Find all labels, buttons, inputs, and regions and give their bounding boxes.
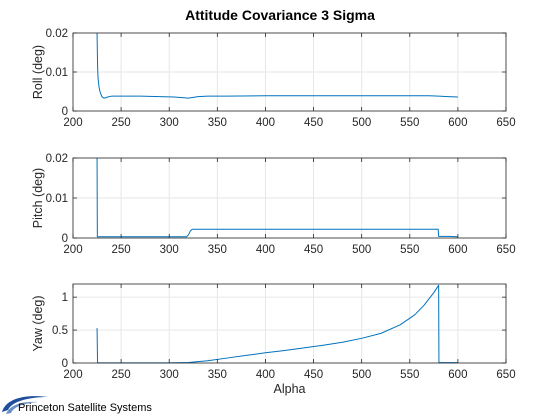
logo-swoosh-icon: [2, 396, 48, 412]
x-tick-label: 450: [304, 117, 323, 129]
x-tick-label: 550: [400, 369, 419, 381]
axes-box: [72, 283, 507, 364]
y-tick-label: 0: [62, 358, 68, 370]
x-tick-label: 350: [208, 244, 227, 256]
y-tick-label: 0.02: [46, 153, 68, 165]
x-tick-label: 250: [112, 244, 131, 256]
x-tick-label: 200: [63, 117, 82, 129]
plot-area: [73, 284, 506, 363]
y-tick-label: 0: [62, 106, 68, 118]
y-axis-label: Yaw (deg): [31, 295, 45, 351]
y-tick-label: 0: [62, 233, 68, 245]
y-axis-label: Pitch (deg): [31, 168, 45, 228]
y-tick-label: 0.01: [46, 193, 68, 205]
x-tick-label: 600: [448, 117, 467, 129]
x-tick-label: 400: [256, 369, 275, 381]
x-tick-label: 200: [63, 369, 82, 381]
yaw-plot: 200 250 300 350 400 450 500 550 600 650 0 0.5 1 Yaw (…: [31, 283, 516, 396]
x-tick-label: 600: [448, 244, 467, 256]
figure-title: Attitude Covariance 3 Sigma: [185, 7, 375, 23]
x-tick-label: 500: [352, 369, 371, 381]
subplots: 200 250 300 350 400 450 500 550 600 65000.010.02R…: [31, 28, 516, 396]
x-tick-label: 250: [112, 117, 131, 129]
x-tick-label: 250: [112, 369, 131, 381]
x-tick-label: 400: [256, 117, 275, 129]
pitch-plot: 200 250 300 350 400 450 500 550 600 650 0 0.01 0.02P…: [31, 153, 516, 256]
logo-swoosh-inner-icon: [6, 401, 38, 414]
x-tick-label: 550: [400, 244, 419, 256]
x-tick-label: 650: [496, 369, 515, 381]
y-axis-label: Roll (deg): [31, 45, 45, 99]
y-tick-label: 1: [62, 292, 68, 304]
x-tick-label: 650: [496, 244, 515, 256]
y-tick-label: 0.01: [46, 67, 68, 79]
x-tick-label: 450: [304, 369, 323, 381]
x-tick-label: 600: [448, 369, 467, 381]
x-tick-label: 500: [352, 117, 371, 129]
x-tick-label: 500: [352, 244, 371, 256]
y-tick-label: 0.5: [52, 325, 68, 337]
x-tick-label: 350: [208, 117, 227, 129]
series-line: [96, 32, 458, 99]
x-tick-label: 300: [160, 369, 179, 381]
x-tick-label: 200: [63, 244, 82, 256]
x-axis-label: Alpha: [274, 382, 306, 396]
y-tick-label: 0.02: [46, 28, 68, 40]
x-tick-label: 650: [496, 117, 515, 129]
x-tick-label: 400: [256, 244, 275, 256]
logo-text: Princeton Satellite Systems: [18, 402, 152, 414]
series-line: [96, 157, 458, 238]
x-tick-label: 550: [400, 117, 419, 129]
x-tick-label: 300: [160, 244, 179, 256]
roll-plot: 200 250 300 350 400 450 500 550 600 650 0 0.01 0.02R…: [31, 28, 516, 129]
x-tick-label: 450: [304, 244, 323, 256]
x-tick-label: 350: [208, 369, 227, 381]
psslogo: Princeton Satellite Systems: [2, 396, 152, 414]
x-tick-label: 300: [160, 117, 179, 129]
